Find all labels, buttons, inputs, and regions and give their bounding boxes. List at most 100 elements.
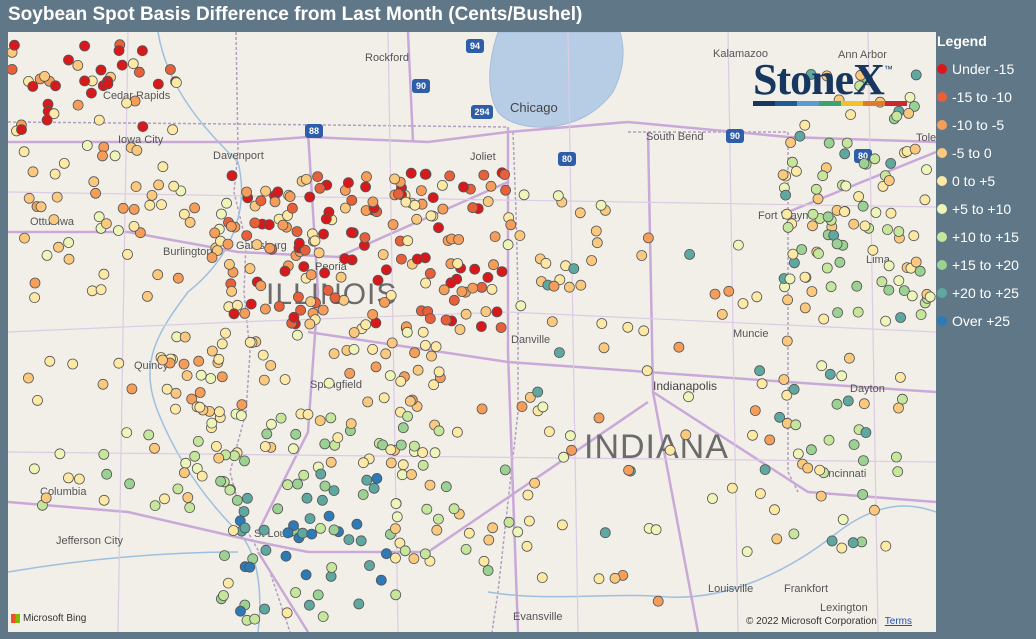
basis-marker[interactable] (292, 478, 304, 490)
basis-marker[interactable] (564, 281, 575, 293)
basis-marker[interactable] (565, 430, 576, 442)
basis-marker[interactable] (599, 527, 611, 539)
basis-marker[interactable] (357, 457, 369, 469)
basis-marker[interactable] (454, 324, 466, 335)
basis-marker[interactable] (623, 464, 634, 476)
basis-marker[interactable] (249, 613, 261, 625)
basis-marker[interactable] (839, 148, 851, 160)
basis-marker[interactable] (312, 171, 324, 183)
basis-marker[interactable] (516, 401, 528, 413)
basis-marker[interactable] (264, 242, 276, 254)
basis-marker[interactable] (29, 292, 41, 304)
basis-marker[interactable] (260, 185, 272, 197)
basis-marker[interactable] (389, 523, 401, 535)
basis-marker[interactable] (406, 469, 417, 480)
basis-marker[interactable] (235, 410, 247, 421)
basis-marker[interactable] (747, 429, 758, 441)
basis-marker[interactable] (438, 284, 450, 296)
basis-marker[interactable] (784, 273, 796, 285)
basis-marker[interactable] (359, 232, 371, 244)
basis-marker[interactable] (319, 267, 331, 279)
basis-marker[interactable] (893, 226, 905, 237)
basis-marker[interactable] (425, 210, 437, 222)
basis-marker[interactable] (467, 282, 479, 294)
basis-marker[interactable] (206, 252, 218, 263)
basis-marker[interactable] (463, 527, 475, 539)
basis-marker[interactable] (241, 492, 253, 504)
basis-marker[interactable] (222, 238, 234, 250)
basis-marker[interactable] (317, 611, 329, 622)
basis-marker[interactable] (854, 80, 866, 92)
basis-marker[interactable] (97, 150, 108, 162)
basis-marker[interactable] (53, 241, 64, 253)
basis-marker[interactable] (288, 311, 300, 323)
basis-marker[interactable] (664, 444, 676, 456)
basis-marker[interactable] (709, 288, 721, 300)
basis-marker[interactable] (329, 292, 341, 304)
basis-marker[interactable] (299, 244, 311, 256)
basis-marker[interactable] (279, 265, 291, 277)
basis-marker[interactable] (393, 188, 404, 200)
basis-marker[interactable] (172, 483, 184, 495)
basis-marker[interactable] (22, 372, 34, 384)
basis-marker[interactable] (344, 367, 356, 379)
basis-marker[interactable] (368, 482, 380, 494)
basis-marker[interactable] (458, 181, 469, 193)
basis-marker[interactable] (841, 137, 853, 149)
basis-marker[interactable] (86, 285, 98, 297)
basis-marker[interactable] (387, 219, 399, 230)
basis-marker[interactable] (181, 370, 193, 382)
basis-marker[interactable] (300, 569, 312, 581)
legend-item[interactable]: 0 to +5 (937, 167, 1036, 195)
basis-marker[interactable] (780, 189, 791, 201)
basis-marker[interactable] (815, 490, 827, 502)
basis-marker[interactable] (566, 444, 577, 456)
basis-marker[interactable] (146, 189, 158, 201)
basis-marker[interactable] (756, 378, 768, 390)
basis-marker[interactable] (35, 201, 47, 213)
basis-marker[interactable] (367, 309, 379, 320)
basis-marker[interactable] (325, 412, 337, 424)
basis-marker[interactable] (568, 263, 580, 275)
basis-marker[interactable] (755, 488, 766, 500)
basis-marker[interactable] (245, 298, 257, 310)
basis-marker[interactable] (357, 489, 369, 501)
basis-marker[interactable] (476, 403, 488, 415)
basis-marker[interactable] (127, 58, 139, 70)
basis-marker[interactable] (609, 572, 621, 584)
basis-marker[interactable] (353, 598, 365, 610)
basis-marker[interactable] (417, 326, 429, 338)
basis-marker[interactable] (400, 196, 412, 208)
basis-marker[interactable] (405, 167, 417, 179)
basis-marker[interactable] (304, 318, 316, 330)
basis-marker[interactable] (908, 230, 920, 242)
basis-marker[interactable] (380, 264, 392, 276)
basis-marker[interactable] (316, 494, 328, 506)
basis-marker[interactable] (318, 228, 329, 240)
basis-marker[interactable] (831, 238, 843, 250)
basis-marker[interactable] (81, 140, 93, 151)
basis-marker[interactable] (227, 525, 239, 536)
basis-marker[interactable] (228, 308, 240, 320)
basis-marker[interactable] (596, 318, 608, 329)
basis-marker[interactable] (426, 350, 437, 362)
basis-marker[interactable] (552, 190, 564, 202)
basis-marker[interactable] (858, 398, 870, 410)
basis-marker[interactable] (159, 493, 170, 505)
basis-marker[interactable] (390, 498, 402, 510)
basis-marker[interactable] (117, 202, 129, 214)
basis-marker[interactable] (816, 360, 828, 372)
basis-marker[interactable] (260, 544, 272, 556)
basis-marker[interactable] (244, 561, 256, 573)
basis-marker[interactable] (409, 347, 421, 359)
basis-marker[interactable] (194, 387, 206, 398)
basis-marker[interactable] (244, 336, 256, 348)
basis-marker[interactable] (221, 197, 233, 209)
basis-marker[interactable] (153, 179, 165, 191)
legend-item[interactable]: -15 to -10 (937, 83, 1036, 111)
basis-marker[interactable] (818, 313, 830, 325)
basis-marker[interactable] (194, 401, 206, 413)
legend-item[interactable]: -10 to -5 (937, 111, 1036, 139)
basis-marker[interactable] (312, 589, 324, 601)
basis-marker[interactable] (749, 405, 761, 417)
